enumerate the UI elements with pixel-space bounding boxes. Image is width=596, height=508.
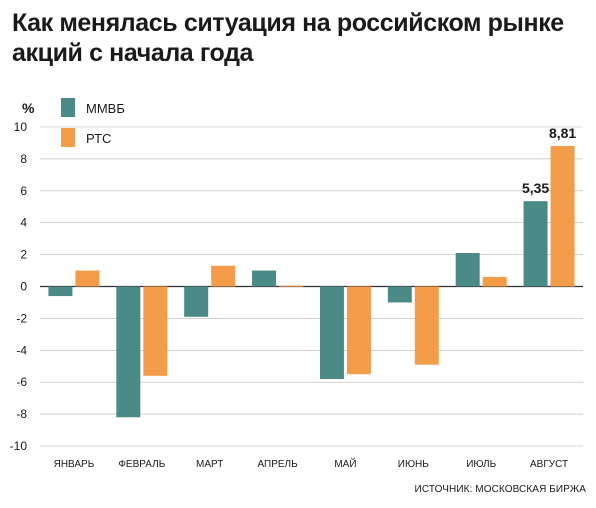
legend-label: РТС — [86, 131, 111, 146]
y-tick-label: -2 — [16, 311, 27, 325]
y-tick-label: -4 — [16, 343, 27, 357]
bar-rts — [211, 265, 236, 287]
x-tick-label: АВГУСТ — [530, 459, 568, 470]
bar-mmvb — [48, 286, 73, 297]
bar-rts — [279, 285, 304, 287]
chart-title: Как менялась ситуация на российском рынк… — [12, 8, 587, 68]
y-tick-label: 10 — [14, 120, 28, 134]
bar-rts — [75, 270, 100, 287]
y-tick-label: -8 — [16, 407, 27, 421]
y-tick-label: 2 — [20, 248, 27, 262]
y-tick-label: 8 — [20, 152, 27, 166]
x-tick-label: ЯНВАРЬ — [54, 459, 95, 470]
legend-label: ММВБ — [86, 101, 125, 116]
bar-rts — [346, 286, 371, 375]
bar-rts — [143, 286, 168, 376]
bar-mmvb — [387, 286, 412, 303]
chart-title-line-1: Как менялась ситуация на российском рынк… — [12, 9, 564, 37]
x-tick-label: ИЮНЬ — [398, 459, 430, 470]
y-axis-label: % — [22, 100, 35, 116]
data-label: 8,81 — [549, 125, 576, 141]
y-tick-label: 6 — [20, 184, 27, 198]
x-tick-label: МАЙ — [334, 457, 356, 470]
data-label: 5,35 — [522, 180, 549, 196]
bar-rts — [550, 145, 575, 287]
bar-mmvb — [523, 201, 548, 287]
bar-mmvb — [252, 270, 277, 287]
x-tick-label: ФЕВРАЛЬ — [118, 459, 165, 470]
bar-mmvb — [116, 286, 141, 418]
y-tick-label: -6 — [16, 375, 27, 389]
bar-mmvb — [319, 286, 344, 380]
chart-title-line-2: акций с начала года — [12, 39, 254, 67]
legend-swatch — [61, 98, 75, 117]
x-tick-label: АПРЕЛЬ — [257, 459, 298, 470]
source-note: ИСТОЧНИК: МОСКОВСКАЯ БИРЖА — [414, 484, 586, 495]
bar-mmvb — [184, 286, 209, 317]
y-tick-label: 0 — [20, 280, 27, 294]
bar-mmvb — [455, 253, 480, 287]
y-tick-label: 4 — [20, 216, 27, 230]
legend-swatch — [61, 128, 75, 147]
x-tick-label: ИЮЛЬ — [466, 459, 496, 470]
bar-rts — [482, 276, 507, 287]
x-tick-label: МАРТ — [196, 459, 223, 470]
bar-rts — [414, 286, 439, 365]
y-tick-label: -10 — [10, 439, 28, 453]
